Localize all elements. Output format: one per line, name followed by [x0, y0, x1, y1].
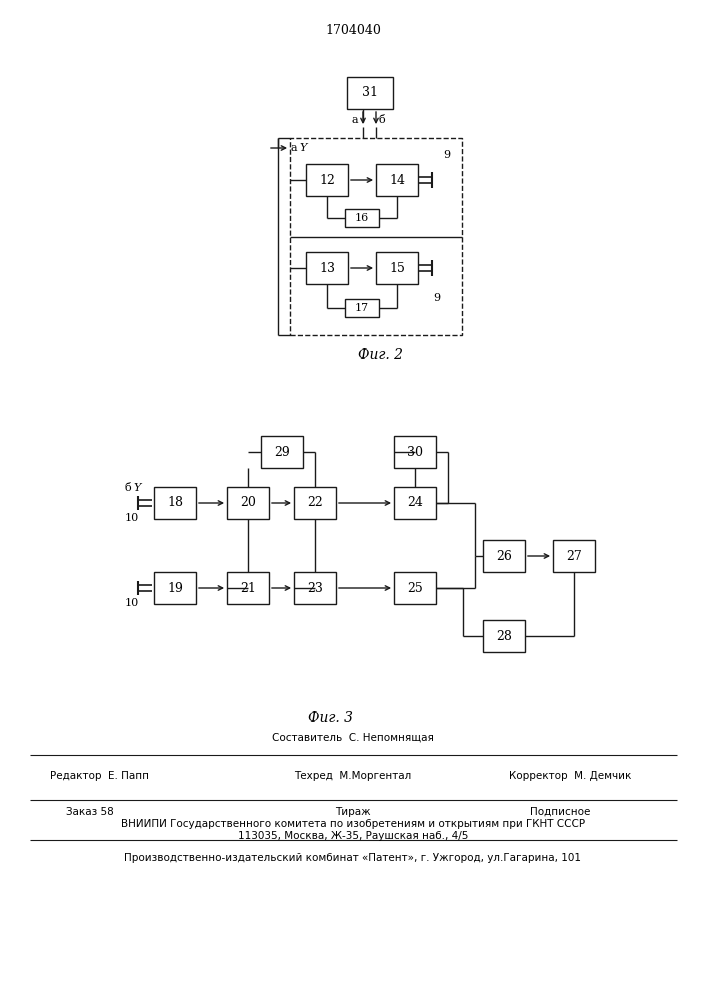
Text: Заказ 58: Заказ 58 — [66, 807, 114, 817]
Text: 22: 22 — [307, 496, 323, 510]
FancyBboxPatch shape — [376, 252, 418, 284]
FancyBboxPatch shape — [306, 164, 348, 196]
Text: 20: 20 — [240, 496, 256, 510]
Text: Составитель  С. Непомнящая: Составитель С. Непомнящая — [272, 733, 434, 743]
FancyBboxPatch shape — [227, 572, 269, 604]
FancyBboxPatch shape — [154, 487, 196, 519]
Text: 9: 9 — [433, 293, 440, 303]
FancyBboxPatch shape — [394, 487, 436, 519]
Text: 16: 16 — [355, 213, 369, 223]
FancyBboxPatch shape — [345, 209, 379, 227]
FancyBboxPatch shape — [394, 572, 436, 604]
Text: а: а — [351, 115, 358, 125]
Text: Техред  М.Моргентал: Техред М.Моргентал — [294, 771, 411, 781]
Text: 21: 21 — [240, 582, 256, 594]
FancyBboxPatch shape — [394, 436, 436, 468]
Text: 18: 18 — [167, 496, 183, 510]
FancyBboxPatch shape — [345, 299, 379, 317]
FancyBboxPatch shape — [376, 164, 418, 196]
Text: 10: 10 — [125, 513, 139, 523]
FancyBboxPatch shape — [347, 77, 393, 109]
Text: 10: 10 — [125, 598, 139, 608]
Text: 15: 15 — [389, 261, 405, 274]
Text: Подписное: Подписное — [530, 807, 590, 817]
Text: ВНИИПИ Государственного комитета по изобретениям и открытиям при ГКНТ СССР: ВНИИПИ Государственного комитета по изоб… — [121, 819, 585, 829]
FancyBboxPatch shape — [306, 252, 348, 284]
Text: 29: 29 — [274, 446, 290, 458]
FancyBboxPatch shape — [261, 436, 303, 468]
Text: Производственно-издательский комбинат «Патент», г. Ужгород, ул.Гагарина, 101: Производственно-издательский комбинат «П… — [124, 853, 581, 863]
Text: 1704040: 1704040 — [325, 23, 381, 36]
Text: 9: 9 — [443, 150, 450, 160]
Text: 19: 19 — [167, 582, 183, 594]
Text: 23: 23 — [307, 582, 323, 594]
Text: Y: Y — [299, 143, 307, 153]
Text: 26: 26 — [496, 550, 512, 562]
Text: 113035, Москва, Ж-35, Раушская наб., 4/5: 113035, Москва, Ж-35, Раушская наб., 4/5 — [238, 831, 468, 841]
Text: 30: 30 — [407, 446, 423, 458]
Text: б: б — [124, 483, 132, 493]
FancyBboxPatch shape — [227, 487, 269, 519]
Text: 28: 28 — [496, 630, 512, 643]
Text: 27: 27 — [566, 550, 582, 562]
FancyBboxPatch shape — [154, 572, 196, 604]
Text: 25: 25 — [407, 582, 423, 594]
Text: Фиг. 2: Фиг. 2 — [358, 348, 402, 362]
Text: Тираж: Тираж — [335, 807, 370, 817]
Text: б: б — [379, 115, 385, 125]
Text: Редактор  Е. Папп: Редактор Е. Папп — [50, 771, 149, 781]
Text: 12: 12 — [319, 174, 335, 186]
FancyBboxPatch shape — [294, 572, 336, 604]
Text: 13: 13 — [319, 261, 335, 274]
FancyBboxPatch shape — [294, 487, 336, 519]
FancyBboxPatch shape — [553, 540, 595, 572]
FancyBboxPatch shape — [483, 620, 525, 652]
Text: 14: 14 — [389, 174, 405, 186]
Text: Y: Y — [134, 483, 141, 493]
FancyBboxPatch shape — [483, 540, 525, 572]
Text: Корректор  М. Демчик: Корректор М. Демчик — [509, 771, 631, 781]
Text: 31: 31 — [362, 87, 378, 100]
Text: Фиг. 3: Фиг. 3 — [308, 711, 353, 725]
Text: 24: 24 — [407, 496, 423, 510]
Text: 17: 17 — [355, 303, 369, 313]
Text: а: а — [291, 143, 298, 153]
